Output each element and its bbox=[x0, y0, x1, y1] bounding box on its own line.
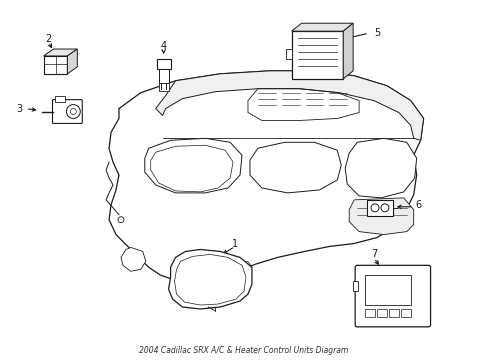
Bar bbox=[285, 49, 291, 59]
Text: 2004 Cadillac SRX A/C & Heater Control Units Diagram: 2004 Cadillac SRX A/C & Heater Control U… bbox=[139, 346, 348, 355]
Bar bbox=[365, 309, 374, 317]
Bar bbox=[365, 275, 410, 305]
Polygon shape bbox=[345, 138, 416, 198]
Polygon shape bbox=[121, 247, 145, 271]
Text: 2: 2 bbox=[45, 34, 52, 44]
Bar bbox=[55, 96, 65, 102]
Polygon shape bbox=[348, 198, 413, 235]
Polygon shape bbox=[109, 71, 423, 281]
Bar bbox=[158, 83, 168, 91]
Bar bbox=[388, 309, 398, 317]
FancyBboxPatch shape bbox=[354, 265, 429, 327]
Bar bbox=[376, 309, 386, 317]
Polygon shape bbox=[291, 23, 352, 31]
Text: 7: 7 bbox=[370, 249, 376, 260]
Text: 6: 6 bbox=[415, 200, 421, 210]
Bar bbox=[352, 281, 357, 291]
Bar bbox=[291, 31, 343, 79]
Bar bbox=[43, 56, 67, 74]
Text: 3: 3 bbox=[17, 104, 23, 113]
Polygon shape bbox=[155, 71, 423, 140]
Polygon shape bbox=[249, 142, 341, 193]
Polygon shape bbox=[144, 138, 242, 193]
Bar bbox=[158, 69, 168, 83]
FancyBboxPatch shape bbox=[52, 100, 82, 123]
Polygon shape bbox=[343, 23, 352, 79]
Text: 5: 5 bbox=[373, 28, 379, 38]
Polygon shape bbox=[67, 49, 77, 74]
Bar bbox=[366, 200, 392, 216]
Text: 1: 1 bbox=[231, 239, 238, 248]
Text: 4: 4 bbox=[160, 41, 166, 51]
Bar bbox=[156, 59, 170, 69]
Polygon shape bbox=[43, 49, 77, 56]
Bar bbox=[400, 309, 410, 317]
Polygon shape bbox=[168, 249, 251, 309]
